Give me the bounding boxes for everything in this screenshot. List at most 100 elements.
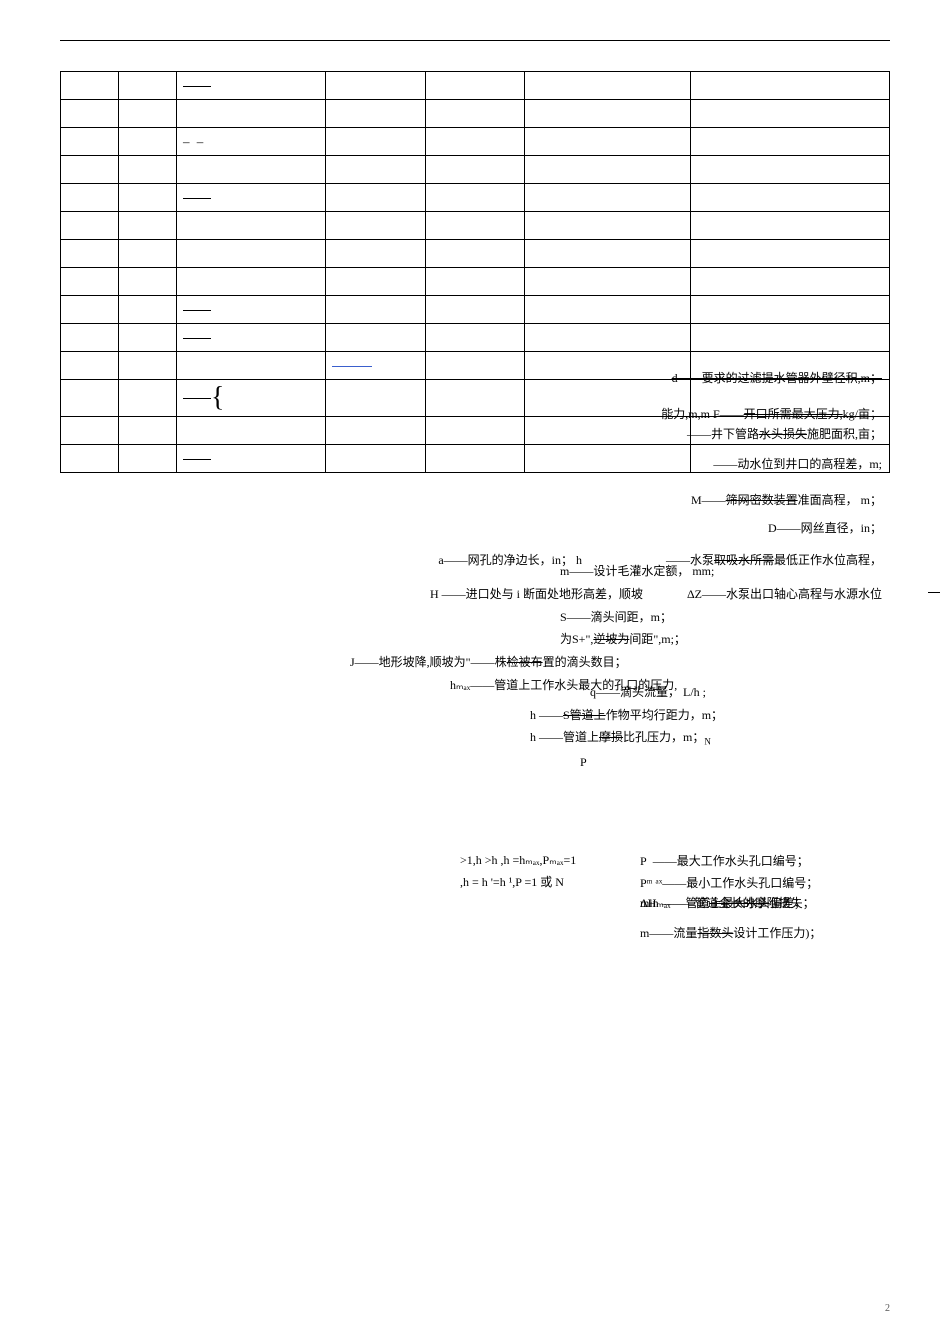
table-cell: [425, 268, 524, 296]
table-cell: [119, 184, 177, 212]
page-number: 2: [885, 1303, 890, 1314]
table-cell: [177, 352, 326, 380]
table-cell: [525, 156, 691, 184]
definition-line: m——设计毛灌水定额， mm;: [560, 560, 890, 583]
table-cell: [119, 156, 177, 184]
table-cell: [119, 296, 177, 324]
table-row: – –: [61, 128, 890, 156]
table-cell: [425, 100, 524, 128]
table-cell: – –: [177, 128, 326, 156]
table-cell: [425, 156, 524, 184]
table-cell: [61, 417, 119, 445]
table-cell: [425, 417, 524, 445]
table-cell: [326, 296, 425, 324]
table-cell: [61, 128, 119, 156]
table-cell: [119, 324, 177, 352]
margin-note: ——井下管路水头损失施肥面积,亩；: [687, 425, 882, 442]
definition-line: h ——S管道上作物平均行距力，m；: [530, 704, 890, 727]
table-cell: [425, 296, 524, 324]
margin-note: d——要求的过滤提水管器外壁径积,m；: [672, 369, 882, 386]
table-cell: [119, 352, 177, 380]
table-row: [61, 100, 890, 128]
table-cell: [61, 380, 119, 417]
table-row: [61, 324, 890, 352]
table-cell: [119, 417, 177, 445]
table-cell: [425, 352, 524, 380]
table-cell: [119, 240, 177, 268]
margin-note: D——网丝直径，in；: [768, 519, 882, 536]
table-cell: [61, 324, 119, 352]
table-cell: [690, 212, 889, 240]
table-cell: [61, 296, 119, 324]
table-cell: [177, 212, 326, 240]
table-cell: [525, 352, 691, 380]
table-cell: [425, 324, 524, 352]
definition-line: Pᵐ ᵃˣ——最小工作水头孔口编号；: [640, 874, 818, 891]
definition-line: P——最大工作水头孔口编号；: [640, 852, 809, 869]
table-cell: [690, 156, 889, 184]
margin-note: M——筛网密数装置准面高程， m；: [691, 491, 882, 508]
table-cell: [425, 72, 524, 100]
table-cell: [690, 268, 889, 296]
table-cell: [61, 212, 119, 240]
table-cell: [525, 240, 691, 268]
table-cell: [119, 128, 177, 156]
table-cell: [61, 100, 119, 128]
table-cell: [177, 72, 326, 100]
definition-line: S——滴头间距，m；: [560, 606, 890, 629]
table-cell: [61, 72, 119, 100]
table-cell: [690, 184, 889, 212]
table-cell: [177, 417, 326, 445]
table-cell: [177, 184, 326, 212]
table-cell: [326, 156, 425, 184]
table-cell: [525, 100, 691, 128]
definition-line: 为S+",逆坡为间距",m;；: [560, 628, 890, 651]
definition-line: P: [580, 751, 890, 774]
table-cell: [61, 268, 119, 296]
table-cell: [425, 445, 524, 473]
table-cell: [425, 184, 524, 212]
definition-line: J——地形坡降,顺坡为"——株检被布置的滴头数目；: [350, 651, 890, 674]
table-cell: [525, 445, 691, 473]
table-cell: [177, 240, 326, 268]
table-cell: [119, 72, 177, 100]
table-cell: [326, 324, 425, 352]
definition-line: q——滴头流量， L/h ;: [590, 681, 890, 704]
table-cell: [425, 128, 524, 156]
table-cell: [326, 100, 425, 128]
table-cell: [690, 100, 889, 128]
table-cell: [177, 324, 326, 352]
table-cell: [61, 240, 119, 268]
table-row: [61, 240, 890, 268]
table-cell: [525, 184, 691, 212]
definition-line: h ——管道上摩损比孔压力，m；N: [530, 726, 890, 750]
table-cell: [525, 72, 691, 100]
main-table-area: – –{ d——要求的过滤提水管器外壁径积,m；能力,m,m F——开口所需最大…: [60, 71, 890, 551]
top-rule: [60, 40, 890, 41]
table-cell: [525, 128, 691, 156]
table-cell: [326, 72, 425, 100]
table-cell: [326, 212, 425, 240]
table-cell: [525, 268, 691, 296]
table-cell: [326, 268, 425, 296]
table-row: [61, 212, 890, 240]
table-cell: [119, 445, 177, 473]
table-cell: [326, 240, 425, 268]
table-cell: [425, 240, 524, 268]
table-cell: [690, 296, 889, 324]
table-cell: [119, 100, 177, 128]
table-cell: [326, 445, 425, 473]
table-cell: [425, 380, 524, 417]
table-cell: [177, 268, 326, 296]
table-cell: [61, 445, 119, 473]
table-cell: [326, 184, 425, 212]
table-cell: [177, 445, 326, 473]
table-cell: [326, 417, 425, 445]
table-cell: [119, 380, 177, 417]
table-cell: [119, 212, 177, 240]
formula-condition: >1,h >h ,h =hₘₐₓ,Pₘₐₓ=1 ,h = h '=h ¹,P =…: [460, 850, 576, 893]
table-cell: [525, 296, 691, 324]
table-cell: [525, 212, 691, 240]
table-cell: [61, 184, 119, 212]
margin-note: 能力,m,m F——开口所需最大压力,kg/亩；: [661, 405, 882, 422]
